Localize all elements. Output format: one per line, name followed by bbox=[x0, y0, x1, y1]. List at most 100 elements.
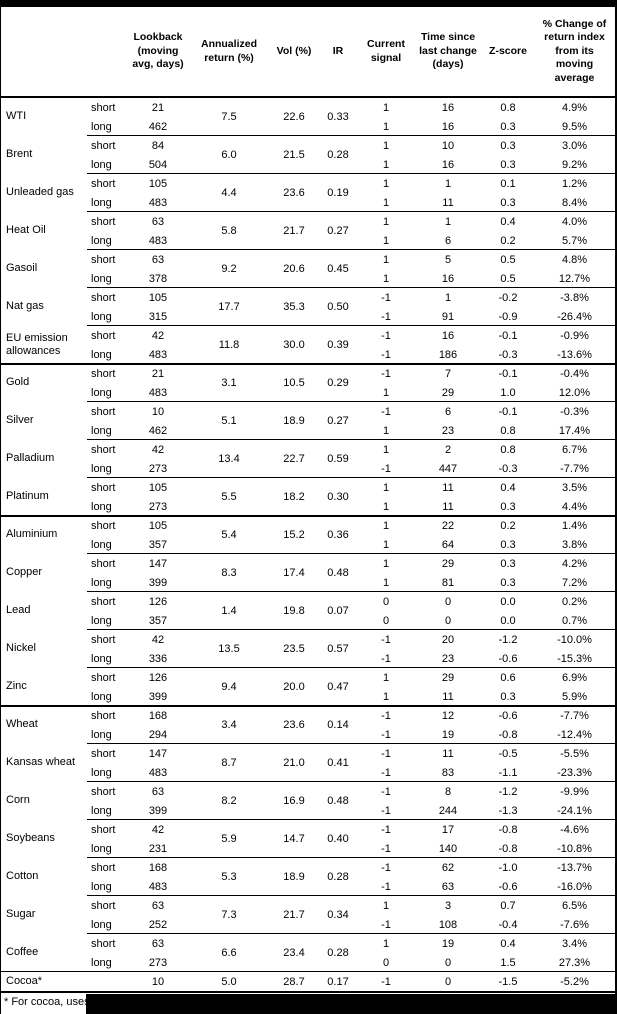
time-since-value: 16 bbox=[441, 158, 455, 171]
annualized-return-value: 13.4 bbox=[218, 453, 240, 465]
lookback-value: 483 bbox=[148, 234, 168, 247]
leg-label-long: long bbox=[91, 918, 112, 931]
leg-label-short: short bbox=[91, 215, 116, 228]
commodity-name: Cotton bbox=[6, 870, 39, 883]
vol-value: 15.2 bbox=[283, 529, 305, 541]
leg-label-long: long bbox=[91, 652, 112, 665]
vol-value: 10.5 bbox=[283, 377, 305, 389]
pct-change-value: -5.5% bbox=[560, 747, 589, 760]
signal-value: -1 bbox=[381, 709, 391, 722]
pct-change-value: 8.4% bbox=[561, 196, 588, 209]
signal-value: -1 bbox=[381, 462, 391, 475]
time-since-value: 19 bbox=[441, 937, 455, 950]
pct-change-value: 27.3% bbox=[558, 956, 591, 969]
table-row: Gasoil short long 63 378 9.2 20.6 0.45 1… bbox=[1, 249, 615, 288]
signal-value: -1 bbox=[381, 861, 391, 874]
ir-value: 0.39 bbox=[327, 339, 349, 351]
vol-value: 22.6 bbox=[283, 111, 305, 123]
annualized-return-value: 5.9 bbox=[221, 833, 237, 845]
signal-value: -1 bbox=[381, 975, 391, 988]
signal-value: -1 bbox=[381, 652, 391, 665]
signal-value: 1 bbox=[382, 671, 390, 684]
vol-value: 16.9 bbox=[283, 795, 305, 807]
signal-value: 1 bbox=[382, 272, 390, 285]
commodity-name: Palladium bbox=[6, 452, 55, 465]
vol-value: 18.9 bbox=[283, 871, 305, 883]
signal-value: -1 bbox=[381, 405, 391, 418]
zscore-value: 0.3 bbox=[500, 500, 516, 513]
zscore-value: 0.8 bbox=[500, 424, 516, 437]
time-since-value: 10 bbox=[441, 139, 455, 152]
signal-value: 1 bbox=[382, 557, 390, 570]
commodity-name: Heat Oil bbox=[6, 224, 46, 237]
signal-value: -1 bbox=[381, 880, 391, 893]
time-since-value: 17 bbox=[441, 823, 455, 836]
leg-label-long: long bbox=[91, 766, 112, 779]
zscore-value: 0.3 bbox=[500, 557, 516, 570]
annualized-return-value: 5.0 bbox=[221, 975, 237, 988]
vol-value: 19.8 bbox=[283, 605, 305, 617]
zscore-value: 0.2 bbox=[500, 234, 516, 247]
pct-change-value: -15.3% bbox=[557, 652, 592, 665]
ir-value: 0.41 bbox=[327, 757, 349, 769]
lookback-value: 63 bbox=[151, 937, 165, 950]
lookback-value: 126 bbox=[148, 671, 168, 684]
signal-value: -1 bbox=[381, 785, 391, 798]
zscore-value: 0.7 bbox=[500, 899, 516, 912]
pct-change-value: -13.6% bbox=[557, 348, 592, 361]
lookback-value: 357 bbox=[148, 614, 168, 627]
time-since-value: 12 bbox=[441, 709, 455, 722]
time-since-value: 447 bbox=[438, 462, 458, 475]
ir-value: 0.28 bbox=[327, 871, 349, 883]
time-since-value: 29 bbox=[441, 557, 455, 570]
vol-value: 35.3 bbox=[283, 301, 305, 313]
zscore-value: -0.6 bbox=[498, 652, 518, 665]
zscore-value: 0.4 bbox=[500, 937, 516, 950]
lookback-value: 10 bbox=[151, 405, 165, 418]
leg-label-long: long bbox=[91, 310, 112, 323]
commodity-name: Silver bbox=[6, 414, 34, 427]
table-row: Cotton short long 168 483 5.3 18.9 0.28 … bbox=[1, 857, 615, 896]
signal-value: 0 bbox=[382, 614, 390, 627]
table-row: Zinc short long 126 399 9.4 20.0 0.47 1 … bbox=[1, 667, 615, 706]
lookback-value: 42 bbox=[151, 329, 165, 342]
zscore-value: -0.3 bbox=[498, 348, 518, 361]
vol-value: 21.7 bbox=[283, 225, 305, 237]
vol-value: 21.0 bbox=[283, 757, 305, 769]
zscore-value: 0.4 bbox=[500, 481, 516, 494]
ir-value: 0.45 bbox=[327, 263, 349, 275]
ir-value: 0.40 bbox=[327, 833, 349, 845]
pct-change-value: 1.2% bbox=[561, 177, 588, 190]
commodity-name: EU emission allowances bbox=[6, 331, 68, 357]
pct-change-value: -5.2% bbox=[560, 975, 589, 988]
leg-label-short: short bbox=[91, 405, 116, 418]
leg-label-long: long bbox=[91, 386, 112, 399]
zscore-value: -0.8 bbox=[498, 728, 518, 741]
time-since-value: 23 bbox=[441, 652, 455, 665]
lookback-value: 84 bbox=[151, 139, 165, 152]
signal-value: 1 bbox=[382, 519, 390, 532]
time-since-value: 0 bbox=[444, 975, 452, 988]
time-since-value: 11 bbox=[442, 196, 454, 209]
time-since-value: 22 bbox=[441, 519, 455, 532]
col-header-time-since-change: Time since last change (days) bbox=[419, 31, 477, 71]
annualized-return-value: 17.7 bbox=[218, 301, 240, 313]
ir-value: 0.07 bbox=[327, 605, 349, 617]
lookback-value: 42 bbox=[151, 823, 165, 836]
lookback-value: 273 bbox=[148, 956, 168, 969]
table-row: Nickel short long 42 336 13.5 23.5 0.57 … bbox=[1, 629, 615, 668]
lookback-value: 378 bbox=[148, 272, 168, 285]
table-row: Heat Oil short long 63 483 5.8 21.7 0.27… bbox=[1, 211, 615, 250]
zscore-value: 0.0 bbox=[500, 595, 516, 608]
signal-value: 1 bbox=[382, 101, 390, 114]
pct-change-value: 7.2% bbox=[561, 576, 588, 589]
zscore-value: 0.1 bbox=[500, 177, 516, 190]
pct-change-value: -12.4% bbox=[557, 728, 592, 741]
pct-change-value: 12.0% bbox=[558, 386, 591, 399]
lookback-value: 63 bbox=[151, 253, 165, 266]
time-since-value: 16 bbox=[441, 120, 455, 133]
time-since-value: 16 bbox=[441, 101, 455, 114]
leg-label-long: long bbox=[91, 538, 112, 551]
time-since-value: 0 bbox=[444, 595, 452, 608]
zscore-value: -1.2 bbox=[498, 633, 518, 646]
